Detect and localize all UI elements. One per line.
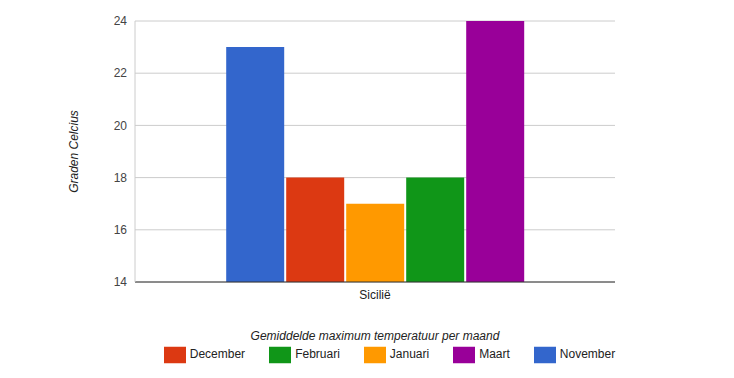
html-text:Januari: Januari xyxy=(389,347,430,362)
svg-text:24: 24 xyxy=(114,14,128,28)
html-text:December: December xyxy=(189,347,246,362)
html-text:Maart: Maart xyxy=(479,347,510,362)
svg-text:18: 18 xyxy=(114,171,128,185)
html-text:Februari: Februari xyxy=(295,347,340,362)
svg-text:22: 22 xyxy=(114,66,128,80)
svg-text:14: 14 xyxy=(114,275,128,289)
svg-text:Graden Celcius: Graden Celcius xyxy=(67,110,81,193)
svg-text:20: 20 xyxy=(114,119,128,133)
svg-text:Sicilië: Sicilië xyxy=(359,288,391,302)
svg-text:16: 16 xyxy=(114,223,128,237)
html-text:November: November xyxy=(559,347,616,362)
svg-text:Gemiddelde maximum temperatuur: Gemiddelde maximum temperatuur per maand xyxy=(251,329,500,343)
